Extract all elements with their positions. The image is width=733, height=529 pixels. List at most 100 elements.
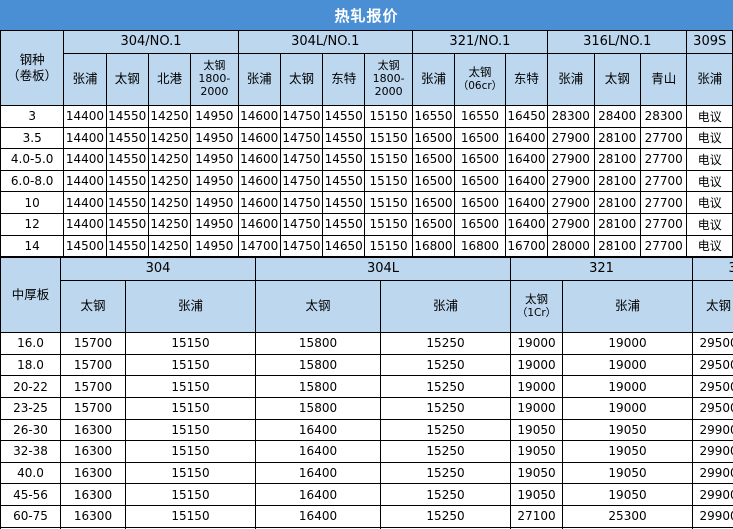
- subheader-zhangpu-304l: 张浦: [237, 53, 281, 106]
- page-title: 热轧报价: [0, 0, 733, 30]
- price-cell: 15800: [255, 375, 382, 398]
- price-cell: 16400: [255, 483, 382, 506]
- row-label-thickness: 45-56: [0, 483, 61, 506]
- table-row: 4.0-5.0 14400 14550 14250 14950 14600 14750 145…: [0, 148, 733, 171]
- price-cell: 15150: [364, 126, 413, 150]
- corner-label-steel-type: 钢种 （卷板）: [0, 30, 65, 106]
- price-cell: 16500: [454, 169, 506, 193]
- subheader-line1: 太钢: [468, 65, 492, 80]
- price-cell: 16400: [255, 504, 382, 528]
- subheader-zhangpu-321: 张浦: [411, 53, 456, 106]
- price-cell: 16550: [411, 105, 456, 128]
- price-cell: 29900: [692, 418, 733, 442]
- price-cell: 28000: [547, 234, 595, 258]
- price-cell: 14750: [279, 126, 324, 150]
- row-label-thickness: 40.0: [0, 461, 61, 485]
- price-cell: ——: [124, 526, 257, 529]
- price-cell: 15150: [124, 440, 257, 463]
- price-cell: 电议: [686, 191, 733, 214]
- group-304-no1: 304/NO.1: [63, 30, 239, 54]
- price-cell: 16400: [504, 212, 549, 236]
- hot-rolled-coil-table: 钢种 （卷板） 304/NO.1 304L/NO.1 321/NO.1 316L…: [0, 30, 733, 258]
- row-label-thickness: 12: [0, 212, 65, 236]
- price-cell: 15150: [364, 169, 413, 193]
- price-cell: 19050: [510, 418, 564, 442]
- price-cell: 15800: [255, 396, 382, 420]
- price-cell: 14550: [322, 169, 366, 193]
- price-cell: 19050: [562, 440, 694, 463]
- group-309s: 309S: [686, 30, 733, 54]
- subheader-line3: 2000: [374, 84, 403, 98]
- subheader-line2: 1800-: [372, 72, 405, 86]
- row-label-thickness: 60-75: [0, 504, 61, 528]
- price-cell: 14400: [63, 212, 107, 236]
- price-cell: 16400: [255, 461, 382, 485]
- subheader-zhangpu-321: 张浦: [562, 280, 694, 334]
- price-cell: 29500: [692, 375, 733, 398]
- group-304l: 304L: [255, 257, 512, 282]
- price-cell: 15150: [364, 105, 413, 128]
- price-cell: 14250: [147, 234, 192, 258]
- subheader-taigang-304: 太钢: [60, 280, 126, 334]
- price-cell: 19000: [562, 396, 694, 420]
- price-cell: 15700: [60, 353, 126, 377]
- price-cell: 14950: [190, 105, 239, 128]
- price-cell: 19000: [510, 332, 564, 355]
- price-cell: 14500: [63, 234, 107, 258]
- price-cell: 14400: [63, 105, 107, 128]
- group-header-row: 钢种 （卷板） 304/NO.1 304L/NO.1 321/NO.1 316L…: [0, 30, 733, 106]
- price-cell: 28100: [593, 126, 641, 150]
- price-cell: 14400: [63, 148, 107, 171]
- row-label-thickness: 18.0: [0, 353, 61, 377]
- row-label-thickness: 26-30: [0, 418, 61, 442]
- subheader-line2: 1800-: [198, 72, 231, 86]
- price-cell: 19000: [562, 353, 694, 377]
- price-cell: 27100: [510, 504, 564, 528]
- sub-header-row: 太钢 张浦 太钢 张浦 太钢 （1Cr） 张浦 太钢 张浦 东特/酒钢: [1, 280, 733, 334]
- subheader-zhangpu-316l: 张浦: [547, 53, 595, 106]
- table-row: 23-2515700151501580015250190001900029500…: [0, 396, 733, 420]
- hot-rolled-coil-body: 3 14400 14550 14250 14950 14600 14750 14550 1515…: [0, 105, 733, 258]
- medium-plate-table: 中厚板 304 304L 321 316L 310S 太钢 张浦 太钢 张浦 太…: [0, 257, 733, 529]
- table-row: 18.0157001515015800152501900019000295002…: [0, 353, 733, 377]
- price-cell: 14550: [322, 212, 366, 236]
- price-cell: 15150: [124, 396, 257, 420]
- price-cell: 14400: [63, 191, 107, 214]
- price-cell: 28100: [593, 148, 641, 171]
- price-cell: 16300: [60, 483, 126, 506]
- price-cell: 16400: [255, 440, 382, 463]
- price-cell: 电议: [686, 105, 733, 128]
- price-cell: 15150: [124, 483, 257, 506]
- price-cell: 28100: [593, 169, 641, 193]
- price-cell: 14950: [190, 169, 239, 193]
- row-label-thickness: 3: [0, 105, 65, 128]
- price-cell: 27700: [639, 126, 688, 150]
- price-cell: 29900: [692, 461, 733, 485]
- subheader-taigang-1cr-321: 太钢 （1Cr）: [510, 280, 564, 334]
- price-cell: 14250: [147, 191, 192, 214]
- row-label-thickness: 20-22: [0, 375, 61, 398]
- price-cell: 14600: [237, 105, 281, 128]
- price-cell: 16500: [454, 126, 506, 150]
- price-cell: 25300: [562, 504, 694, 528]
- price-cell: 14950: [190, 148, 239, 171]
- price-cell: 19050: [510, 461, 564, 485]
- table-row: 20-2215700151501580015250190001900029500…: [0, 375, 733, 398]
- price-cell: 14550: [322, 126, 366, 150]
- price-cell: 16500: [411, 169, 456, 193]
- price-cell: 14600: [237, 126, 281, 150]
- table-row: 10 14400 14550 14250 14950 14600 14750 14550 151…: [0, 191, 733, 214]
- price-cell: 14700: [237, 234, 281, 258]
- price-cell: 16400: [255, 418, 382, 442]
- price-cell: 15150: [364, 191, 413, 214]
- price-cell: 14600: [237, 212, 281, 236]
- table-row: 16.0157001515015800152501900019000295002…: [0, 332, 733, 355]
- price-cell: 28100: [593, 234, 641, 258]
- table-row: 45-5616300151501640015250190501905029900…: [0, 483, 733, 506]
- table-row: 14 14500 14550 14250 14950 14700 14750 14650 151…: [0, 234, 733, 258]
- subheader-dongte-304l: 东特: [322, 53, 366, 106]
- price-cell: 16500: [411, 126, 456, 150]
- table-row: 3.5 14400 14550 14250 14950 14600 14750 14550 15…: [0, 126, 733, 150]
- price-cell: 15250: [380, 483, 512, 506]
